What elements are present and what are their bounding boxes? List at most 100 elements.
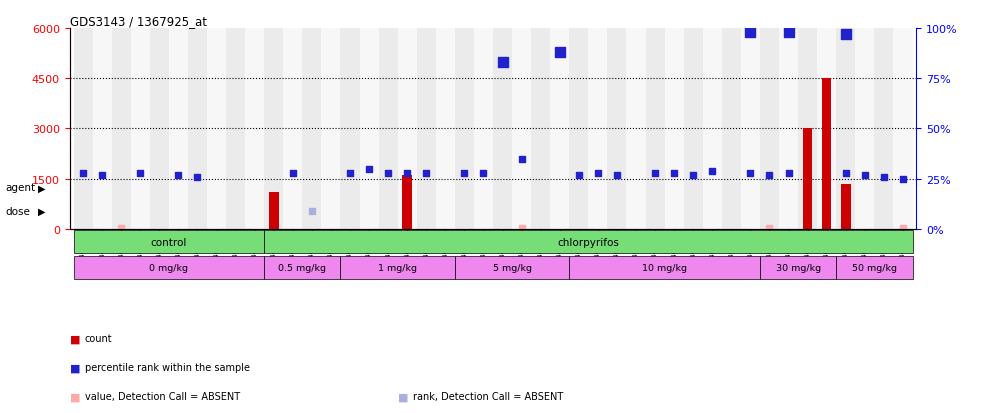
Point [571, 172, 587, 178]
Point [857, 172, 872, 178]
Point [685, 172, 701, 178]
Bar [455, 29, 474, 229]
Text: control: control [150, 237, 187, 247]
Bar [416, 29, 436, 229]
Text: chlorpyrifos: chlorpyrifos [558, 237, 620, 247]
Point [132, 170, 148, 176]
Point [666, 170, 682, 176]
Point [742, 30, 758, 36]
Bar [397, 29, 416, 229]
Bar [360, 29, 378, 229]
Text: agent: agent [5, 183, 35, 193]
Bar [512, 29, 531, 229]
Bar [264, 29, 283, 229]
Point [114, 225, 129, 232]
Bar [322, 29, 341, 229]
Text: dose: dose [5, 206, 30, 216]
Bar [626, 29, 645, 229]
Text: ■: ■ [70, 334, 81, 344]
Bar [93, 29, 112, 229]
Bar [645, 29, 664, 229]
Point [380, 170, 396, 176]
Bar [436, 29, 455, 229]
Point [590, 170, 606, 176]
Point [95, 172, 111, 178]
Point [781, 30, 797, 36]
Point [838, 32, 854, 38]
Bar [283, 29, 303, 229]
Bar [703, 29, 722, 229]
Point [704, 168, 720, 175]
Bar [798, 29, 817, 229]
Bar [341, 256, 455, 280]
Bar [130, 29, 149, 229]
Point [399, 170, 415, 176]
Point [75, 170, 91, 176]
Bar [570, 29, 589, 229]
Bar [837, 29, 856, 229]
Text: 30 mg/kg: 30 mg/kg [776, 263, 821, 273]
Bar [817, 29, 837, 229]
Point [418, 170, 434, 176]
Bar [188, 29, 207, 229]
Point [781, 170, 797, 176]
Bar [760, 256, 837, 280]
Text: 10 mg/kg: 10 mg/kg [642, 263, 687, 273]
Point [362, 166, 377, 173]
Bar [822, 79, 832, 229]
Bar [474, 29, 493, 229]
Point [838, 170, 854, 176]
Bar [608, 29, 626, 229]
Bar [245, 29, 264, 229]
Bar [269, 192, 279, 229]
Bar [455, 256, 570, 280]
Bar [493, 29, 512, 229]
Point [189, 174, 205, 180]
Bar [874, 29, 893, 229]
Point [514, 225, 530, 232]
Bar [722, 29, 741, 229]
Bar [683, 29, 703, 229]
Point [304, 208, 320, 215]
Bar [402, 176, 412, 229]
Text: percentile rank within the sample: percentile rank within the sample [85, 363, 250, 373]
Text: ▶: ▶ [38, 183, 46, 193]
Bar [74, 230, 264, 254]
Bar [207, 29, 226, 229]
Text: 50 mg/kg: 50 mg/kg [852, 263, 896, 273]
Text: 5 mg/kg: 5 mg/kg [493, 263, 532, 273]
Bar [264, 256, 341, 280]
Bar [856, 29, 874, 229]
Point [647, 170, 663, 176]
Text: count: count [85, 334, 113, 344]
Bar [841, 184, 851, 229]
Bar [589, 29, 608, 229]
Bar [74, 29, 93, 229]
Bar [303, 29, 322, 229]
Point [514, 156, 530, 162]
Bar [226, 29, 245, 229]
Text: ■: ■ [398, 392, 409, 401]
Bar [570, 256, 760, 280]
Point [762, 225, 778, 232]
Bar [378, 29, 397, 229]
Point [342, 170, 358, 176]
Text: rank, Detection Call = ABSENT: rank, Detection Call = ABSENT [413, 392, 564, 401]
Bar [531, 29, 550, 229]
Bar [550, 29, 570, 229]
Point [875, 174, 891, 180]
Text: ■: ■ [70, 363, 81, 373]
Bar [893, 29, 912, 229]
Bar [664, 29, 683, 229]
Bar [760, 29, 779, 229]
Point [170, 172, 186, 178]
Text: 0 mg/kg: 0 mg/kg [149, 263, 188, 273]
Bar [741, 29, 760, 229]
Point [552, 50, 568, 56]
Bar [112, 29, 130, 229]
Text: value, Detection Call = ABSENT: value, Detection Call = ABSENT [85, 392, 240, 401]
Bar [341, 29, 360, 229]
Bar [779, 29, 798, 229]
Bar [169, 29, 188, 229]
Text: 1 mg/kg: 1 mg/kg [378, 263, 417, 273]
